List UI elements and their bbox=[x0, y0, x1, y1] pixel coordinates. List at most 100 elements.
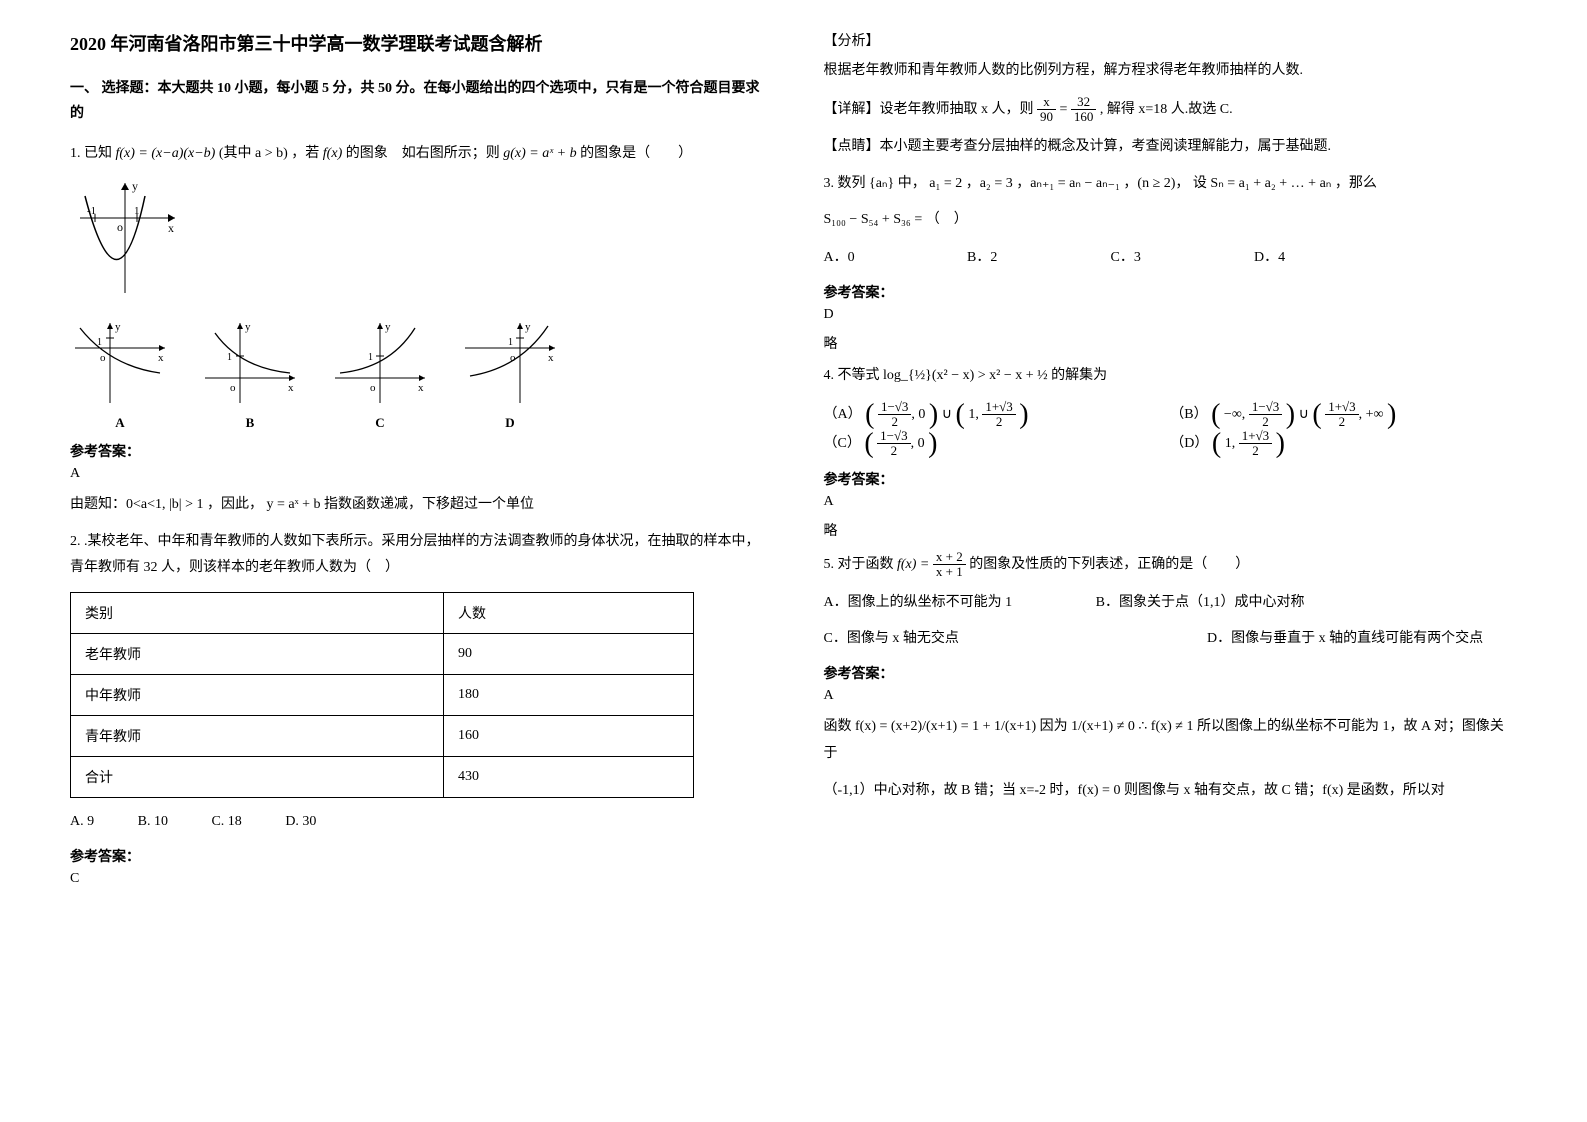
q4-options-row1: （A） ( 1−√32, 0 ) ∪ ( 1, 1+√32 ) （B） ( −∞… bbox=[824, 400, 1518, 430]
rparen-icon: ) bbox=[1286, 398, 1295, 429]
option-graph-b: y x o 1 B bbox=[200, 318, 300, 431]
section-1-heading: 一、 选择题：本大题共 10 小题，每小题 5 分，共 50 分。在每小题给出的… bbox=[70, 76, 764, 126]
graph-a-svg: y x o 1 bbox=[70, 318, 170, 408]
table-row: 中年教师 180 bbox=[71, 674, 694, 715]
cell-r1c0: 中年教师 bbox=[71, 674, 444, 715]
cell-r0c0: 老年教师 bbox=[71, 633, 444, 674]
root1-label: -1 bbox=[87, 205, 96, 217]
q1-formula-2: f(x) bbox=[323, 146, 342, 161]
svg-text:1: 1 bbox=[368, 352, 373, 363]
q4-answer-label: 参考答案： bbox=[824, 469, 1518, 489]
svg-text:y: y bbox=[245, 321, 251, 333]
graph-d-svg: y x o 1 bbox=[460, 318, 560, 408]
q1-formula-3: g(x) = aˣ + b bbox=[503, 146, 576, 161]
lparen-icon: ( bbox=[956, 398, 965, 429]
q5-opt-b: B．图象关于点（1,1）成中心对称 bbox=[1096, 595, 1305, 610]
rparen-icon: ) bbox=[1019, 398, 1028, 429]
q5-answer: A bbox=[824, 688, 1518, 704]
q2-opt-d: D. 30 bbox=[285, 808, 316, 836]
question-2-text: 2. .某校老年、中年和青年教师的人数如下表所示。采用分层抽样的方法调查教师的身… bbox=[70, 529, 764, 582]
graph-label-d: D bbox=[460, 415, 560, 431]
q5-frac-num: x + 2 bbox=[933, 550, 966, 565]
q4-options-row2: （C） ( 1−√32, 0 ) （D） ( 1, 1+√32 ) bbox=[824, 429, 1518, 459]
svg-text:o: o bbox=[230, 382, 236, 394]
table-row: 老年教师 90 bbox=[71, 633, 694, 674]
q1-suffix: 的图象是（ ） bbox=[580, 146, 692, 161]
q5-frac-den: x + 1 bbox=[933, 565, 966, 579]
x-axis-label: x bbox=[168, 221, 174, 235]
svg-text:o: o bbox=[370, 382, 376, 394]
q4-opt-a-label: （A） bbox=[824, 407, 862, 422]
q2-answer: C bbox=[70, 871, 764, 887]
svg-text:o: o bbox=[100, 352, 106, 364]
question-3-line2: S₁₀₀ − S₅₄ + S₃₆ = （ ） bbox=[824, 207, 1518, 234]
svg-text:1: 1 bbox=[227, 352, 232, 363]
q4-answer: A bbox=[824, 494, 1518, 510]
frac2-den: 160 bbox=[1071, 110, 1097, 124]
q5-options-row2: C．图像与 x 轴无交点 D．图像与垂直于 x 轴的直线可能有两个交点 bbox=[824, 625, 1518, 653]
graph-c-svg: y x o 1 bbox=[330, 318, 430, 408]
cell-r3c1: 430 bbox=[444, 756, 694, 797]
q3-opt-b: B．2 bbox=[967, 244, 1107, 272]
q4-note: 略 bbox=[824, 520, 1518, 540]
root2-label: 1 bbox=[134, 205, 140, 217]
q2-opt-b: B. 10 bbox=[138, 808, 168, 836]
q1-mid1: (其中 a > b) bbox=[219, 146, 288, 161]
q1-explanation: 由题知：0<a<1, |b| > 1 ，因此， y = aˣ + b 指数函数递… bbox=[70, 492, 764, 519]
frac1-num: x bbox=[1037, 95, 1056, 110]
q3-opt-c: C．3 bbox=[1111, 244, 1251, 272]
q4-opt-c-container: （C） ( 1−√32, 0 ) bbox=[824, 429, 1171, 459]
question-4: 4. 不等式 log_{½}(x² − x) > x² − x + ½ 的解集为 bbox=[824, 363, 1518, 390]
rparen-icon: ) bbox=[928, 428, 937, 459]
q2-opt-a: A. 9 bbox=[70, 808, 94, 836]
q2-table: 类别 人数 老年教师 90 中年教师 180 青年教师 160 合计 430 bbox=[70, 592, 694, 798]
q5-explain-1: 函数 f(x) = (x+2)/(x+1) = 1 + 1/(x+1) 因为 1… bbox=[824, 714, 1518, 767]
svg-text:y: y bbox=[525, 321, 531, 333]
th-count: 人数 bbox=[444, 592, 694, 633]
cell-r1c1: 180 bbox=[444, 674, 694, 715]
graph-label-a: A bbox=[70, 415, 170, 431]
analysis-detail: 【详解】设老年教师抽取 x 人，则 x 90 = 32 160 , 解得 x=1… bbox=[824, 95, 1518, 125]
lparen-icon: ( bbox=[864, 428, 873, 459]
q2-options: A. 9 B. 10 C. 18 D. 30 bbox=[70, 808, 764, 836]
q4-opt-c-label: （C） bbox=[824, 436, 861, 451]
th-category: 类别 bbox=[71, 592, 444, 633]
parabola-graph: y x o -1 1 bbox=[70, 178, 180, 298]
option-graph-c: y x o 1 C bbox=[330, 318, 430, 431]
question-3-line1: 3. 数列 {aₙ} 中， a₁ = 2 ，a₂ = 3 ，aₙ₊₁ = aₙ … bbox=[824, 171, 1518, 198]
q1-mid3: 的图象 如右图所示；则 bbox=[346, 146, 504, 161]
q1-mid2: ，若 bbox=[291, 146, 319, 161]
cell-r2c1: 160 bbox=[444, 715, 694, 756]
analysis-line1: 根据老年教师和青年教师人数的比例列方程，解方程求得老年教师抽样的人数. bbox=[824, 58, 1518, 85]
q5-options-row1: A．图像上的纵坐标不可能为 1 B．图象关于点（1,1）成中心对称 bbox=[824, 589, 1518, 617]
frac1: x 90 bbox=[1037, 95, 1056, 125]
q3-opt-d: D．4 bbox=[1254, 244, 1394, 272]
left-column: 2020 年河南省洛阳市第三十中学高一数学理联考试题含解析 一、 选择题：本大题… bbox=[50, 30, 794, 1092]
q5-prefix: 5. 对于函数 bbox=[824, 557, 898, 572]
cell-r0c1: 90 bbox=[444, 633, 694, 674]
q4-opt-b-label: （B） bbox=[1170, 407, 1207, 422]
q1-answer-label: 参考答案： bbox=[70, 441, 764, 461]
table-row: 合计 430 bbox=[71, 756, 694, 797]
svg-text:x: x bbox=[548, 352, 554, 364]
q4-opt-b-container: （B） ( −∞, 1−√32 ) ∪ ( 1+√32, +∞ ) bbox=[1170, 400, 1517, 430]
rparen-icon: ) bbox=[929, 398, 938, 429]
frac1-den: 90 bbox=[1037, 110, 1056, 124]
q4-opt-d-container: （D） ( 1, 1+√32 ) bbox=[1170, 429, 1517, 459]
rparen-icon: ) bbox=[1387, 398, 1396, 429]
q4-prefix: 4. 不等式 bbox=[824, 368, 884, 383]
q4-opt-a-container: （A） ( 1−√32, 0 ) ∪ ( 1, 1+√32 ) bbox=[824, 400, 1171, 430]
q2-opt-c: C. 18 bbox=[211, 808, 241, 836]
q3-answer: D bbox=[824, 307, 1518, 323]
svg-text:1: 1 bbox=[508, 337, 513, 348]
q3-note: 略 bbox=[824, 333, 1518, 353]
q5-opt-d: D．图像与垂直于 x 轴的直线可能有两个交点 bbox=[1207, 631, 1483, 646]
lparen-icon: ( bbox=[1211, 398, 1220, 429]
cell-r3c0: 合计 bbox=[71, 756, 444, 797]
lparen-icon: ( bbox=[1212, 428, 1221, 459]
q1-answer: A bbox=[70, 466, 764, 482]
q5-lhs: f(x) = bbox=[897, 557, 933, 572]
q1-formula-1: f(x) = (x−a)(x−b) bbox=[116, 146, 216, 161]
q5-suffix: 的图象及性质的下列表述，正确的是（ ） bbox=[969, 557, 1249, 572]
q1-text-prefix: 1. 已知 bbox=[70, 146, 112, 161]
